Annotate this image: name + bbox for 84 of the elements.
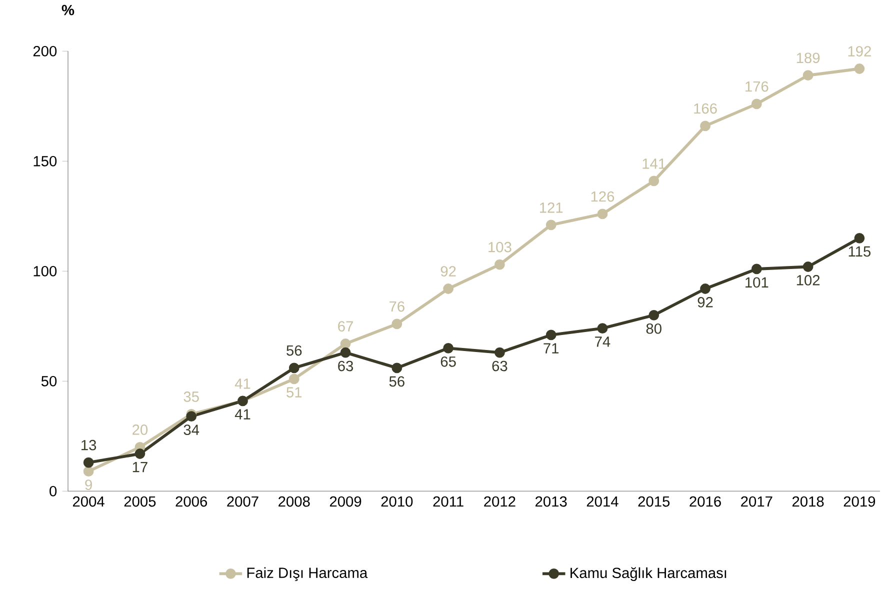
data-label: 176 bbox=[746, 81, 768, 92]
data-label: 9 bbox=[85, 480, 92, 490]
point bbox=[854, 63, 865, 74]
point bbox=[288, 362, 300, 374]
x-tick-label: 2016 bbox=[690, 496, 721, 507]
data-label: 115 bbox=[848, 246, 871, 257]
data-label: 80 bbox=[646, 323, 662, 334]
data-label: 65 bbox=[440, 356, 456, 367]
data-label: 121 bbox=[540, 202, 563, 213]
legend-label: Kamu Sağlık Harcaması bbox=[570, 567, 726, 581]
point bbox=[597, 323, 608, 334]
point bbox=[802, 70, 814, 80]
data-label: 17 bbox=[132, 462, 148, 472]
data-label: 41 bbox=[234, 378, 250, 389]
point bbox=[288, 374, 300, 384]
x-tick-label: 2007 bbox=[227, 496, 258, 507]
data-label: 35 bbox=[184, 391, 199, 402]
data-label: 102 bbox=[796, 274, 820, 286]
data-label: 166 bbox=[694, 103, 717, 114]
point bbox=[83, 466, 94, 476]
y-tick-label: 150 bbox=[34, 156, 57, 166]
x-tick-label: 2013 bbox=[536, 496, 567, 507]
y-tick-label: 100 bbox=[34, 266, 57, 276]
point bbox=[597, 208, 608, 220]
point bbox=[340, 347, 351, 358]
y-tick-label: 0 bbox=[50, 486, 57, 496]
data-label: 51 bbox=[286, 387, 302, 398]
x-tick-label: 2019 bbox=[844, 496, 876, 507]
data-label: 71 bbox=[544, 343, 559, 354]
x-tick-label: 2011 bbox=[433, 496, 464, 507]
point bbox=[546, 220, 556, 230]
point bbox=[392, 362, 402, 374]
x-tick-label: 2009 bbox=[330, 496, 362, 507]
y-tick-label: 50 bbox=[41, 376, 57, 386]
point bbox=[340, 338, 351, 349]
data-label: 192 bbox=[848, 46, 871, 56]
data-label: 63 bbox=[338, 360, 354, 372]
x-tick-label: 2004 bbox=[72, 496, 104, 507]
data-label: 56 bbox=[286, 345, 302, 356]
data-label: 13 bbox=[82, 440, 96, 450]
y-axis-title: % bbox=[62, 4, 74, 16]
point bbox=[700, 283, 710, 294]
data-label: 141 bbox=[642, 158, 666, 169]
x-tick-label: 2010 bbox=[381, 496, 413, 507]
point bbox=[751, 264, 762, 274]
data-label: 189 bbox=[796, 52, 820, 64]
point bbox=[83, 457, 94, 468]
x-tick-label: 2017 bbox=[741, 496, 772, 507]
x-tick-label: 2012 bbox=[484, 496, 516, 507]
data-label: 20 bbox=[132, 424, 148, 435]
x-tick-label: 2006 bbox=[176, 496, 208, 507]
x-tick-label: 2008 bbox=[278, 496, 310, 507]
data-label: 101 bbox=[746, 277, 768, 288]
data-label: 34 bbox=[184, 424, 200, 435]
data-label: 41 bbox=[234, 409, 250, 420]
point bbox=[186, 411, 197, 422]
point bbox=[546, 330, 556, 340]
y-tick-label: 200 bbox=[33, 46, 57, 56]
x-tick-label: 2014 bbox=[586, 496, 618, 507]
point bbox=[134, 448, 146, 459]
data-label: 92 bbox=[440, 266, 456, 276]
point bbox=[648, 310, 660, 320]
point bbox=[443, 283, 454, 294]
data-label: 92 bbox=[698, 296, 713, 308]
data-label: 67 bbox=[338, 321, 353, 332]
x-tick-label: 2018 bbox=[792, 496, 824, 507]
data-label: 74 bbox=[595, 336, 610, 347]
data-label: 126 bbox=[591, 191, 614, 202]
data-label: 63 bbox=[492, 360, 508, 372]
point bbox=[648, 176, 660, 186]
data-label: 103 bbox=[488, 242, 512, 252]
point bbox=[392, 318, 402, 330]
point bbox=[802, 261, 814, 272]
point bbox=[751, 98, 762, 110]
point bbox=[443, 342, 454, 354]
point bbox=[494, 347, 505, 358]
data-label: 76 bbox=[390, 301, 404, 312]
x-tick-label: 2015 bbox=[638, 496, 670, 507]
data-label: 56 bbox=[389, 376, 404, 387]
x-tick-label: 2005 bbox=[124, 496, 156, 507]
point bbox=[700, 120, 710, 132]
legend-label: Faiz Dışı Harcama bbox=[247, 567, 368, 581]
point bbox=[854, 232, 865, 244]
point bbox=[494, 259, 505, 270]
